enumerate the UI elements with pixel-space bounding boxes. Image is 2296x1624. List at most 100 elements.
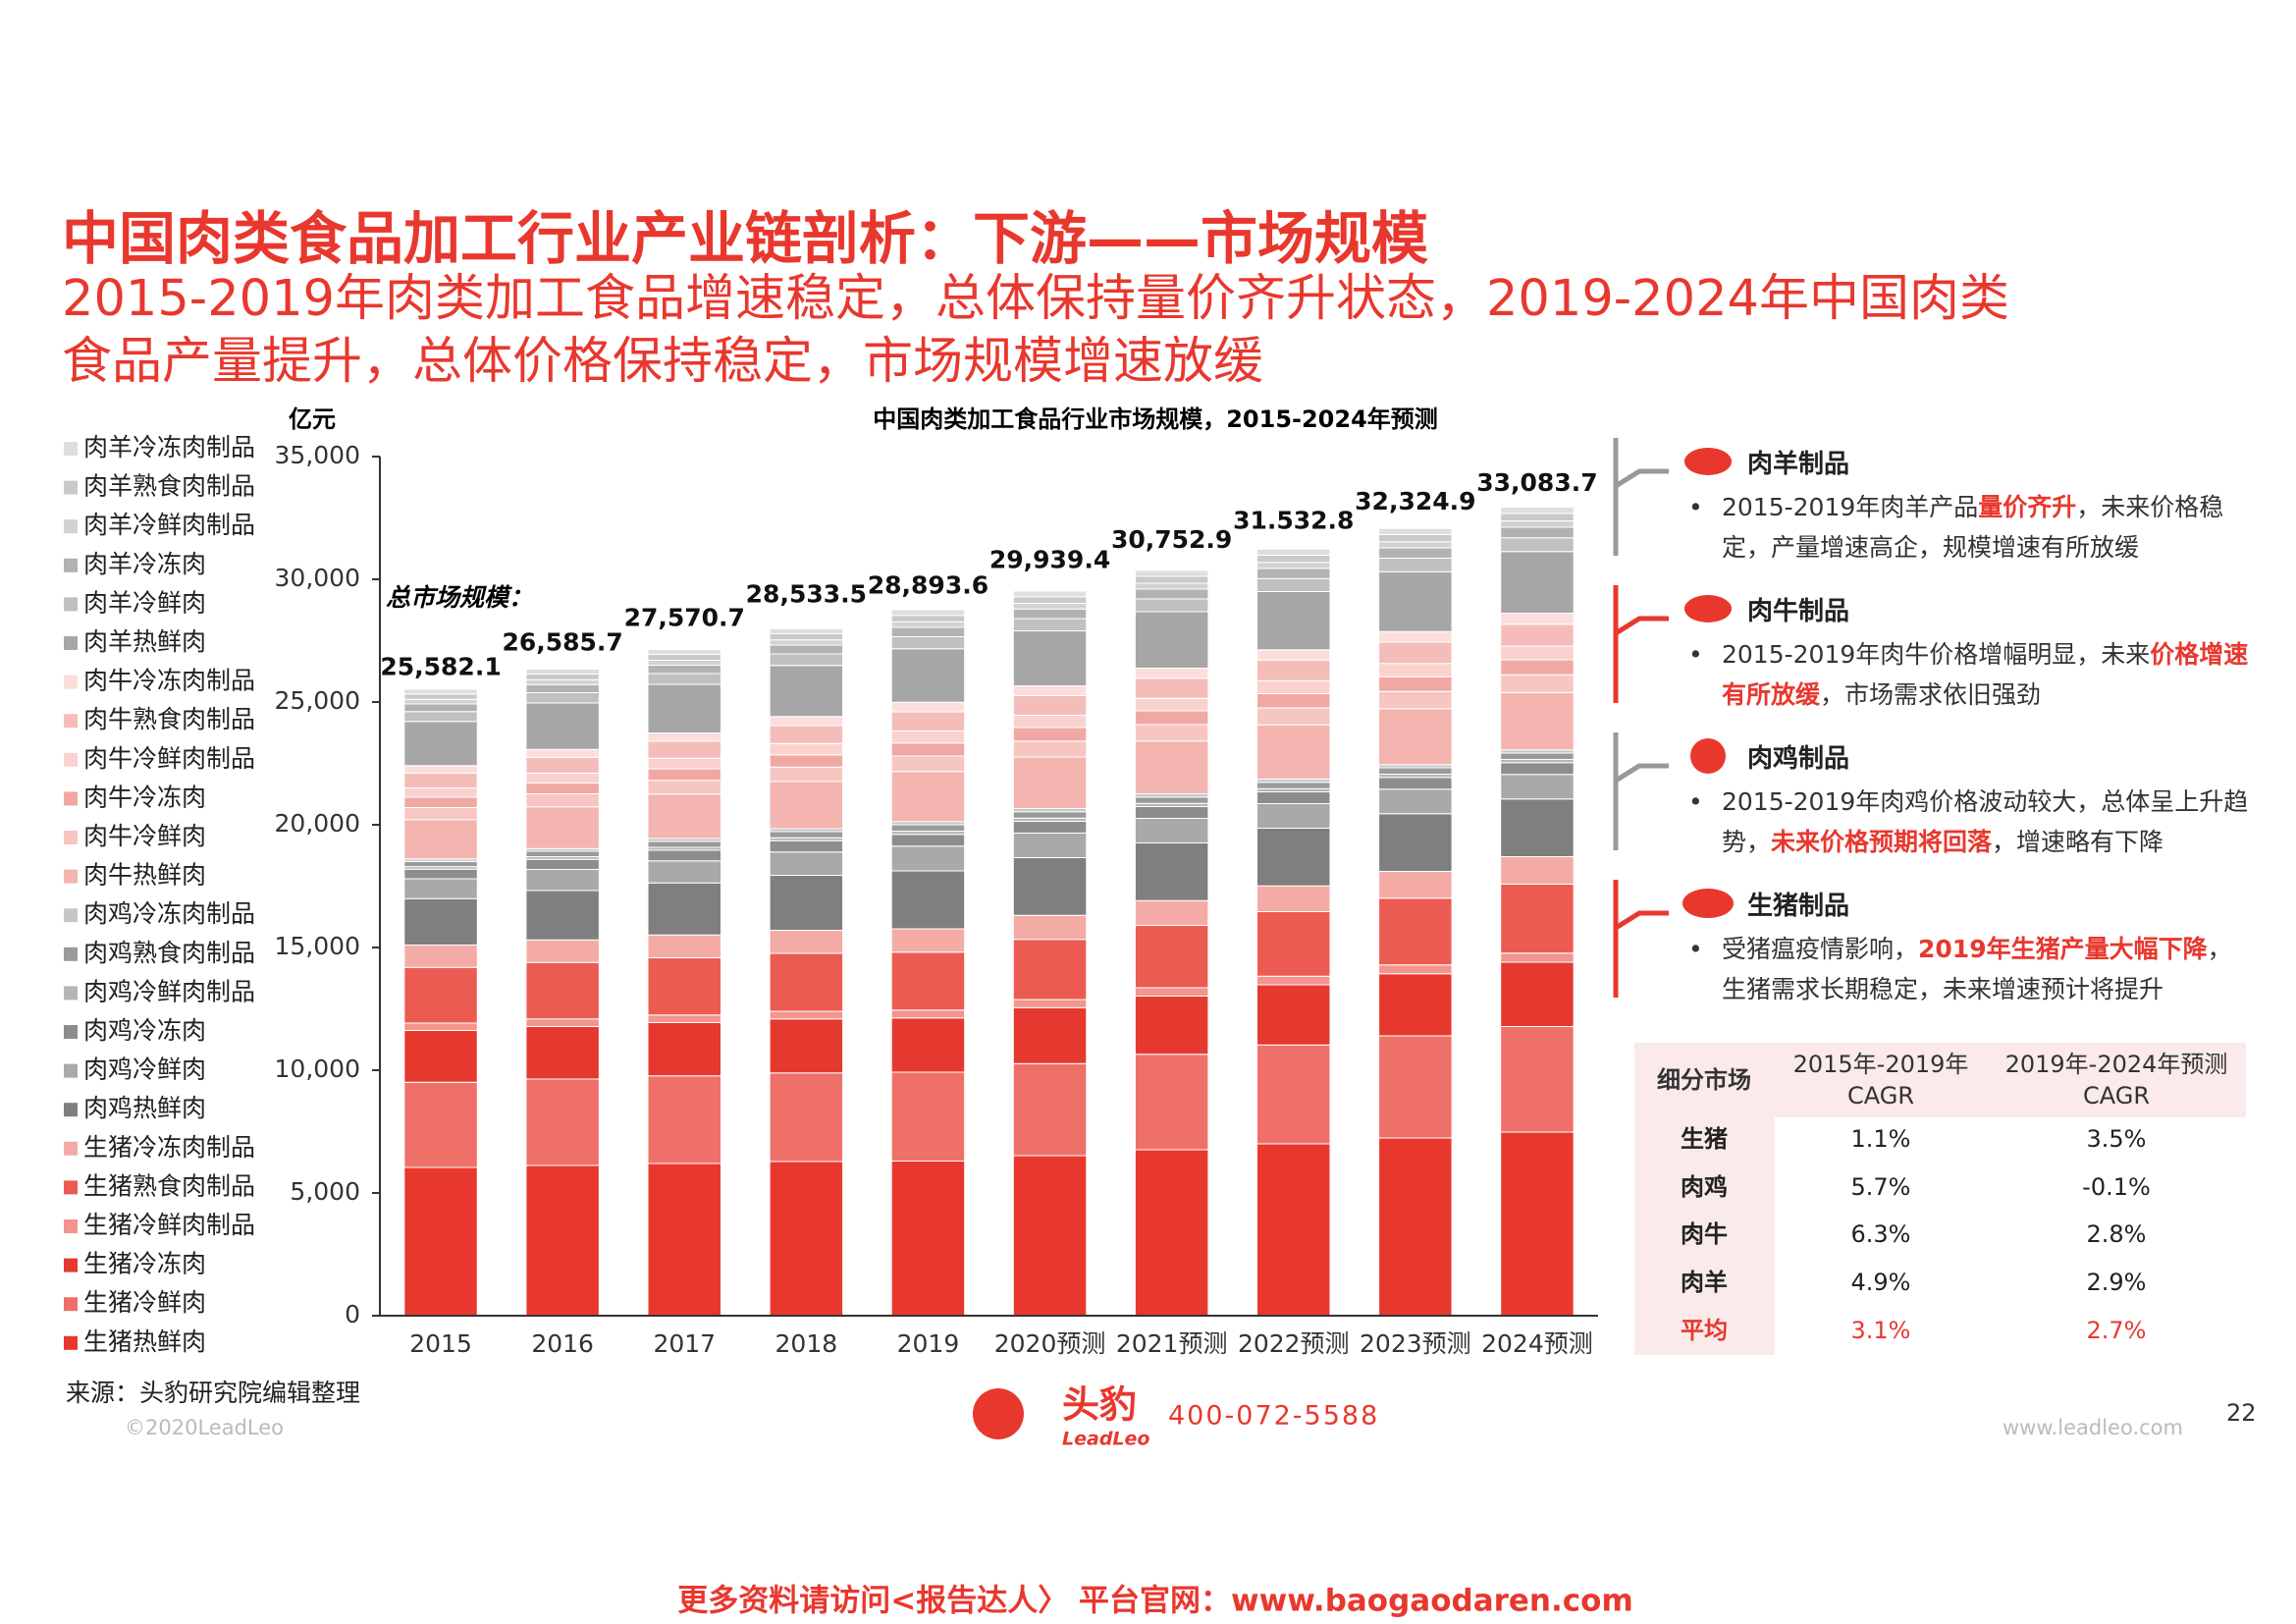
bar-segment xyxy=(1134,724,1209,742)
bar-segment xyxy=(525,669,600,675)
legend-label: 肉牛熟食肉制品 xyxy=(83,705,255,733)
bar-segment xyxy=(525,939,600,963)
promo: 更多资料请访问<报告达人〉 平台官网：www.baogaodaren.com xyxy=(677,1584,1633,1619)
bar-segment xyxy=(403,1030,478,1083)
icons xyxy=(973,448,1734,1439)
table-cell: 肉羊 xyxy=(1681,1269,1728,1297)
bar-segment xyxy=(1134,925,1209,989)
bar-segment xyxy=(769,725,844,744)
bar-segment xyxy=(1378,973,1453,1037)
bar-segment xyxy=(1134,842,1209,901)
bar-segment xyxy=(1256,562,1331,569)
bar-segment xyxy=(647,683,721,733)
bar-segment xyxy=(647,654,721,661)
bar-segment xyxy=(403,765,478,774)
bar-segment xyxy=(403,966,478,1024)
text-run: 2015-2019年肉牛价格增幅明显，未来 xyxy=(1722,640,2151,669)
bar-segment xyxy=(1134,588,1209,600)
bar-segment xyxy=(1134,668,1209,679)
table-cell: 5.7% xyxy=(1850,1172,1911,1201)
bracket xyxy=(1614,910,1669,931)
bar-segment xyxy=(525,678,600,685)
legend-label: 肉鸡冷冻肉 xyxy=(83,1016,206,1045)
bar-segment xyxy=(769,1161,844,1317)
bar-segment xyxy=(1012,608,1088,620)
bar-segment xyxy=(1378,1137,1453,1317)
total-label: 28,893.6 xyxy=(868,571,988,600)
bar-segment xyxy=(1378,777,1453,790)
y-tick-label: 25,000 xyxy=(275,686,360,715)
bar-segment xyxy=(1012,590,1088,598)
table-cell: -0.1% xyxy=(2082,1172,2151,1201)
bar-segment xyxy=(1134,569,1209,577)
bar-segment xyxy=(1256,885,1331,912)
bar-segment xyxy=(525,869,600,892)
bar-segment xyxy=(1378,558,1453,572)
table-cell: 3.1% xyxy=(1850,1316,1911,1344)
bar-segment xyxy=(1256,975,1331,986)
legend-swatch xyxy=(64,480,78,495)
total-label: 33,083.7 xyxy=(1476,468,1597,497)
bar-segment xyxy=(403,819,478,860)
table-cell: 3.5% xyxy=(2086,1125,2147,1153)
bar-segment xyxy=(1378,527,1453,535)
bar-segment xyxy=(525,783,600,794)
table-cell: 4.9% xyxy=(1850,1269,1911,1297)
bar-segment xyxy=(1134,1054,1209,1151)
bar-segment xyxy=(525,793,600,808)
bar-segment xyxy=(769,1072,844,1163)
bar-segment xyxy=(890,621,966,628)
text-run: ，市场需求依旧强劲 xyxy=(1820,680,2042,709)
bar-segment xyxy=(1012,685,1088,696)
legend-label: 生猪冷鲜肉制品 xyxy=(83,1211,255,1239)
bar-segment xyxy=(769,754,844,768)
bar-segment xyxy=(1134,1149,1209,1317)
bar-segment xyxy=(1256,555,1331,564)
x-tick-label: 2022预测 xyxy=(1238,1329,1350,1358)
bar-segment xyxy=(525,702,600,750)
y-tick-label: 10,000 xyxy=(275,1055,360,1083)
legend-swatch xyxy=(64,1103,78,1117)
bar-segment xyxy=(1012,857,1088,916)
bullet-text: 2015-2019年肉鸡价格波动较大，总体呈上升趋势，未来价格预期将回落，增速略… xyxy=(1722,782,2252,862)
section-title: 肉羊制品 xyxy=(1747,450,1850,479)
text-run: ，未来价格稳定，产量增速高企，规模增速有所放缓 xyxy=(1722,493,2224,562)
bar-segment xyxy=(647,840,721,848)
bar-segment xyxy=(647,860,721,884)
bar-segment xyxy=(1500,774,1575,800)
bar-segment xyxy=(1134,598,1209,613)
subtitle: 食品产量提升，总体价格保持稳定，市场规模增速放缓 xyxy=(62,333,1264,391)
website: www.leadleo.com xyxy=(2002,1416,2183,1439)
bar-segment xyxy=(1134,611,1209,669)
table-cell: 1.1% xyxy=(1850,1125,1911,1153)
bar-segment xyxy=(769,875,844,931)
legend-label: 生猪冷冻肉 xyxy=(83,1250,206,1278)
table-cell: 肉鸡 xyxy=(1681,1172,1728,1201)
bar-segment xyxy=(1134,806,1209,819)
bar-segment xyxy=(1500,613,1575,625)
bar-segment xyxy=(647,768,721,782)
legend-label: 肉鸡热鲜肉 xyxy=(83,1094,206,1122)
bar-segment xyxy=(403,878,478,899)
legend-swatch xyxy=(64,519,78,534)
bar-segment xyxy=(1012,630,1088,686)
text-run: 2019年生猪产量大幅下降 xyxy=(1918,935,2208,963)
legend-swatch xyxy=(64,1180,78,1195)
brackets xyxy=(1613,438,1669,998)
bar-segment xyxy=(1378,630,1453,643)
text-run: 量价齐升 xyxy=(1978,493,2077,521)
legend-swatch xyxy=(64,947,78,961)
bar-segment xyxy=(890,1017,966,1073)
bar-segment xyxy=(525,674,600,680)
legend-label: 肉鸡熟食肉制品 xyxy=(83,939,255,967)
table-cell: 生猪 xyxy=(1681,1125,1728,1153)
legend-label: 肉鸡冷鲜肉 xyxy=(83,1056,206,1084)
legend-label: 生猪熟食肉制品 xyxy=(83,1171,255,1200)
bar-segment xyxy=(1256,693,1331,709)
bar-segment xyxy=(890,834,966,847)
icon xyxy=(1682,889,1734,918)
bar-segment xyxy=(769,716,844,727)
bar-segment xyxy=(403,688,478,695)
icon xyxy=(1684,448,1732,475)
bar-segment xyxy=(1378,676,1453,692)
